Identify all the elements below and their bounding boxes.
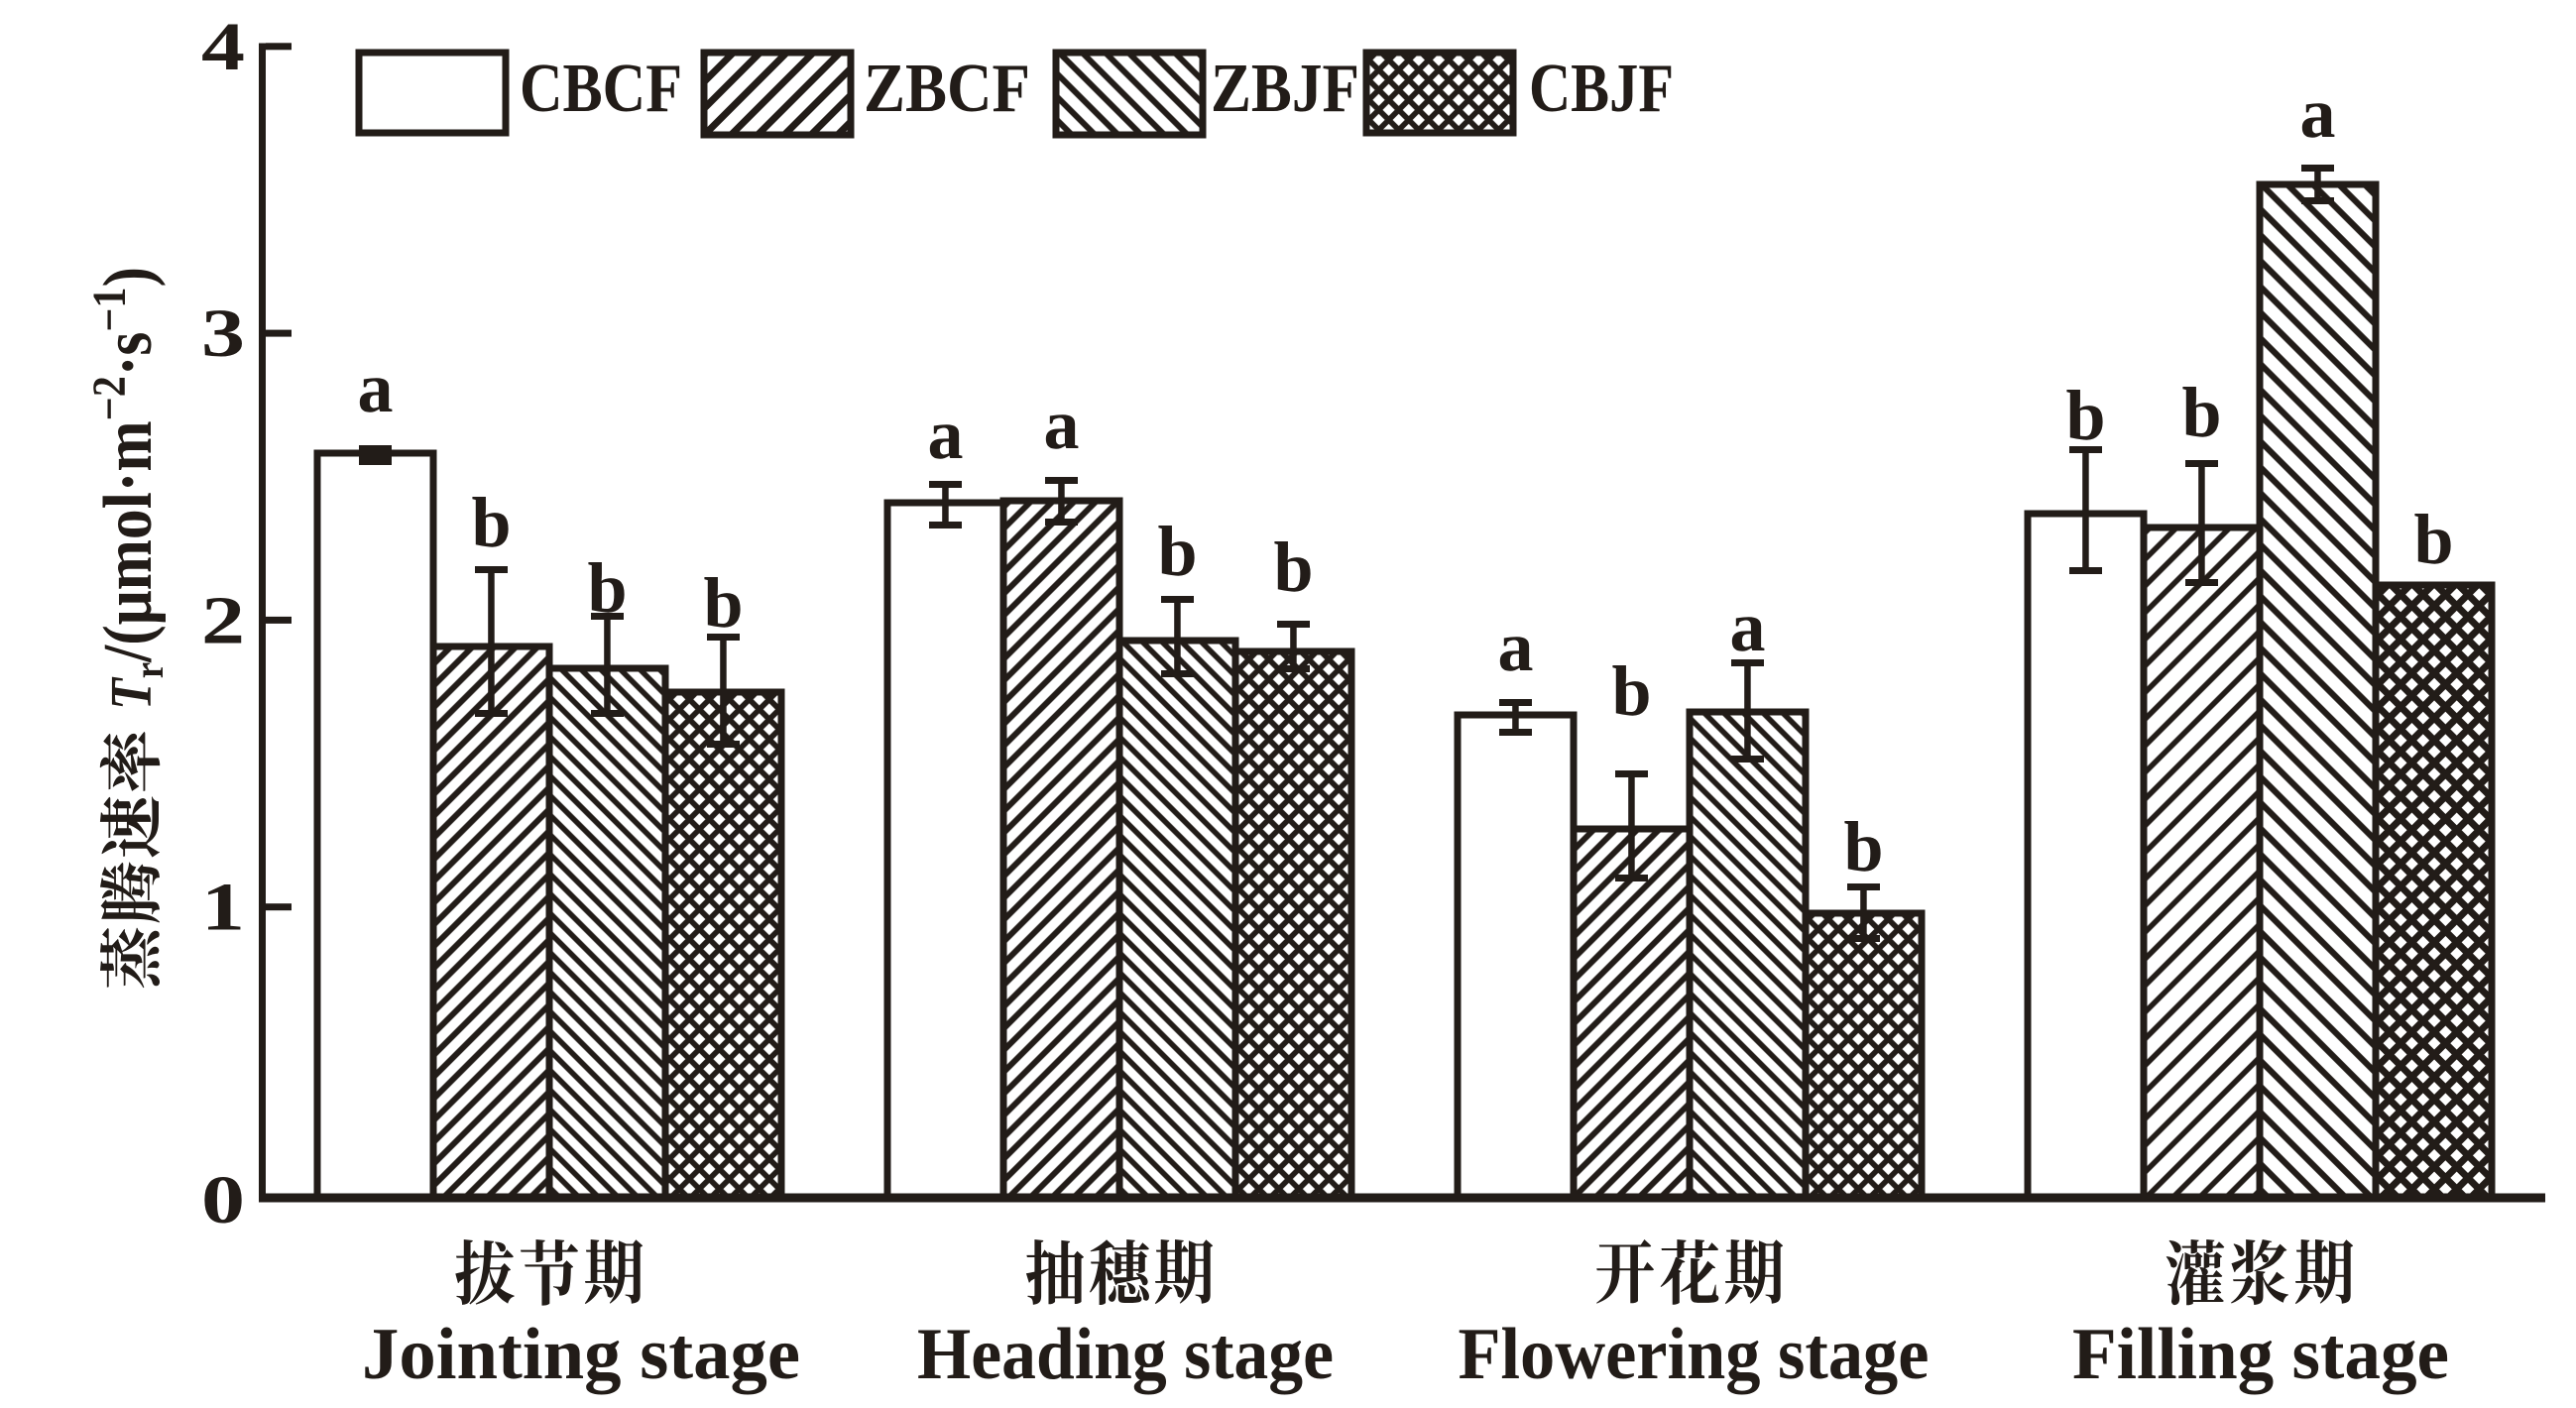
- svg-text:Flowering stage: Flowering stage: [1459, 1314, 1930, 1395]
- svg-text:a: a: [1730, 587, 1766, 666]
- svg-text:CBCF: CBCF: [520, 51, 682, 127]
- svg-text:ZBJF: ZBJF: [1211, 51, 1359, 127]
- svg-text:b: b: [587, 548, 627, 628]
- svg-text:b: b: [1843, 807, 1883, 886]
- svg-text:b: b: [1157, 512, 1197, 591]
- svg-text:b: b: [703, 563, 743, 643]
- svg-text:2: 2: [201, 582, 245, 657]
- svg-text:0: 0: [201, 1162, 245, 1237]
- svg-text:b: b: [2065, 376, 2105, 455]
- svg-text:3: 3: [201, 295, 245, 371]
- svg-text:Heading stage: Heading stage: [917, 1314, 1334, 1395]
- svg-text:b: b: [471, 483, 511, 562]
- svg-text:b: b: [2181, 373, 2221, 452]
- svg-text:Jointing stage: Jointing stage: [362, 1314, 800, 1395]
- svg-text:CBJF: CBJF: [1529, 51, 1674, 127]
- svg-text:ZBCF: ZBCF: [864, 51, 1030, 127]
- svg-text:Filling stage: Filling stage: [2072, 1314, 2449, 1395]
- svg-text:b: b: [1273, 528, 1313, 607]
- svg-text:a: a: [1498, 607, 1534, 686]
- svg-text:a: a: [928, 395, 964, 474]
- svg-text:a: a: [358, 348, 394, 427]
- svg-text:b: b: [2413, 500, 2453, 579]
- svg-text:b: b: [1611, 651, 1651, 731]
- svg-text:Tr/(μmol·m−2·s−1): Tr/(μmol·m−2·s−1): [83, 267, 173, 710]
- svg-text:a: a: [1044, 385, 1080, 464]
- svg-text:1: 1: [201, 870, 245, 945]
- svg-text:4: 4: [201, 9, 245, 84]
- svg-text:a: a: [2300, 73, 2336, 153]
